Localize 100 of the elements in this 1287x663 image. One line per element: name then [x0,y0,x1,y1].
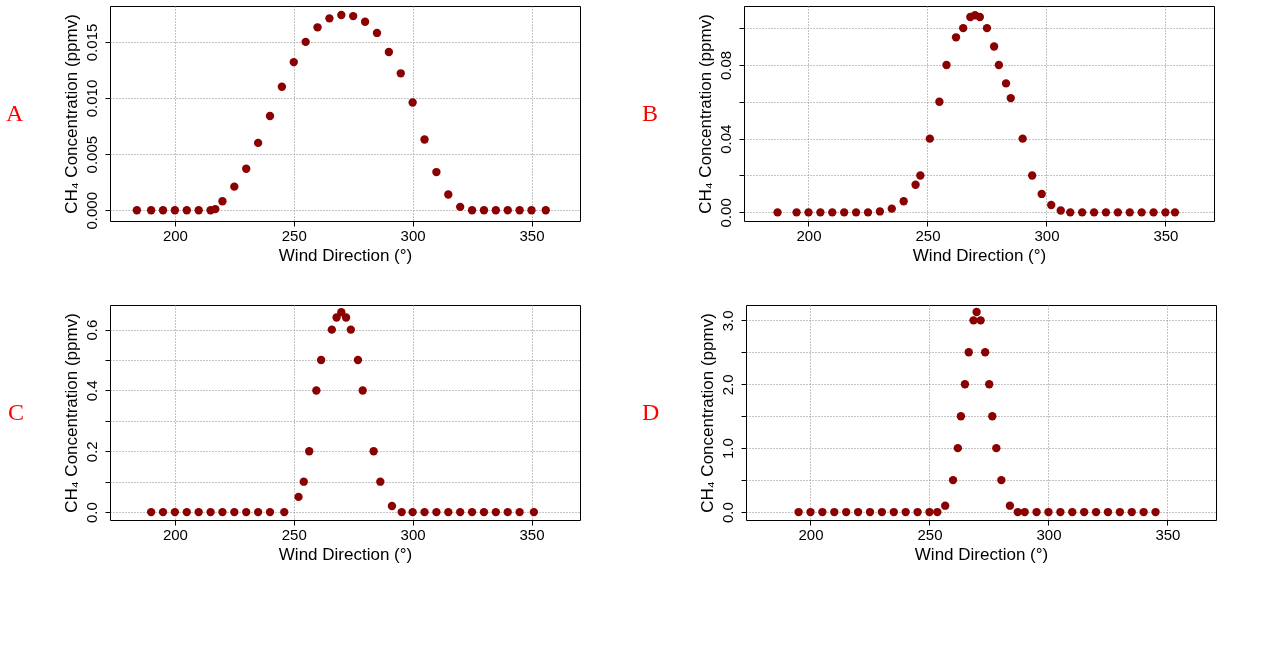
point [964,348,973,357]
point [941,501,950,510]
point [230,507,239,517]
point [341,313,351,322]
text: C [7,398,24,425]
y-tick-label: 0.0 [82,502,100,524]
point [948,475,958,485]
point [230,182,239,191]
point [289,57,298,67]
point [1020,507,1029,517]
y-axis-title: CH₄ Concentration (ppmv) [61,14,81,214]
point [327,325,336,334]
y-axis-title: CH₄ Concentration (ppmv) [695,14,715,214]
y-tick-label: 0.0 [718,502,736,523]
point [913,507,922,517]
point [182,507,191,517]
y-tick-label: 0.000 [82,191,100,230]
point [1149,208,1158,217]
point [294,492,303,502]
x-tick-label: 300 [1036,525,1062,543]
point [935,97,944,106]
point [1005,501,1015,510]
point [969,316,978,325]
point [265,111,275,121]
point [206,507,215,517]
point [980,348,990,357]
point [170,206,180,215]
y-tick-label: 3.0 [718,310,736,332]
point [146,206,156,215]
point [1170,208,1180,217]
point [1079,507,1089,517]
point [988,412,997,421]
point [515,206,524,215]
point [982,23,992,33]
point [958,23,968,33]
y-tick-label: 0.00 [716,198,734,228]
point [467,206,477,215]
point [916,171,925,180]
point [925,134,935,143]
point [194,206,203,215]
x-tick-label: 300 [400,226,426,244]
point [933,507,942,517]
x-tick-label: 200 [162,525,188,543]
point [277,82,287,91]
point [301,37,310,47]
point [182,206,191,215]
x-tick-label: 350 [519,525,545,543]
x-axis-title: Wind Direction (°) [912,245,1047,265]
point [887,204,896,213]
point [515,507,524,517]
point [170,507,180,517]
x-tick-label: 200 [162,226,188,244]
y-tick-label: 0.005 [82,135,100,174]
point [840,208,849,217]
point [773,208,782,217]
point [877,507,887,517]
x-axis-title: Wind Direction (°) [914,544,1049,564]
point [956,412,966,421]
x-tick-label: 200 [796,226,822,244]
point [541,206,550,215]
point [953,443,962,453]
point [146,507,156,517]
point [818,507,827,517]
point [1056,206,1065,215]
point [899,197,908,206]
point [1018,134,1027,143]
point [1137,208,1146,217]
point [376,477,385,486]
point [467,507,477,517]
point [503,507,512,517]
point [242,507,251,517]
point [420,507,429,517]
point [432,507,441,517]
point [960,380,970,389]
point [994,60,1004,70]
point [369,447,378,456]
x-tick-label: 350 [519,226,545,244]
point [337,10,346,20]
text: A [6,99,24,126]
point [346,325,356,334]
point [387,501,397,511]
point [396,69,405,78]
y-tick-label: 0.6 [82,319,100,341]
point [132,206,142,215]
x-tick-label: 250 [281,525,307,543]
point [1113,208,1123,217]
point [942,60,951,70]
point [408,507,417,517]
x-tick-label: 250 [915,226,941,244]
point [1066,208,1075,217]
point [1056,507,1065,517]
point [865,507,875,517]
y-axis-title: CH₄ Concentration (ppmv) [697,313,717,513]
point [992,443,1001,453]
point [491,206,501,215]
point [194,507,203,517]
point [1047,200,1056,210]
x-axis-title: Wind Direction (°) [278,544,413,564]
point [312,386,321,395]
point [1115,507,1125,517]
